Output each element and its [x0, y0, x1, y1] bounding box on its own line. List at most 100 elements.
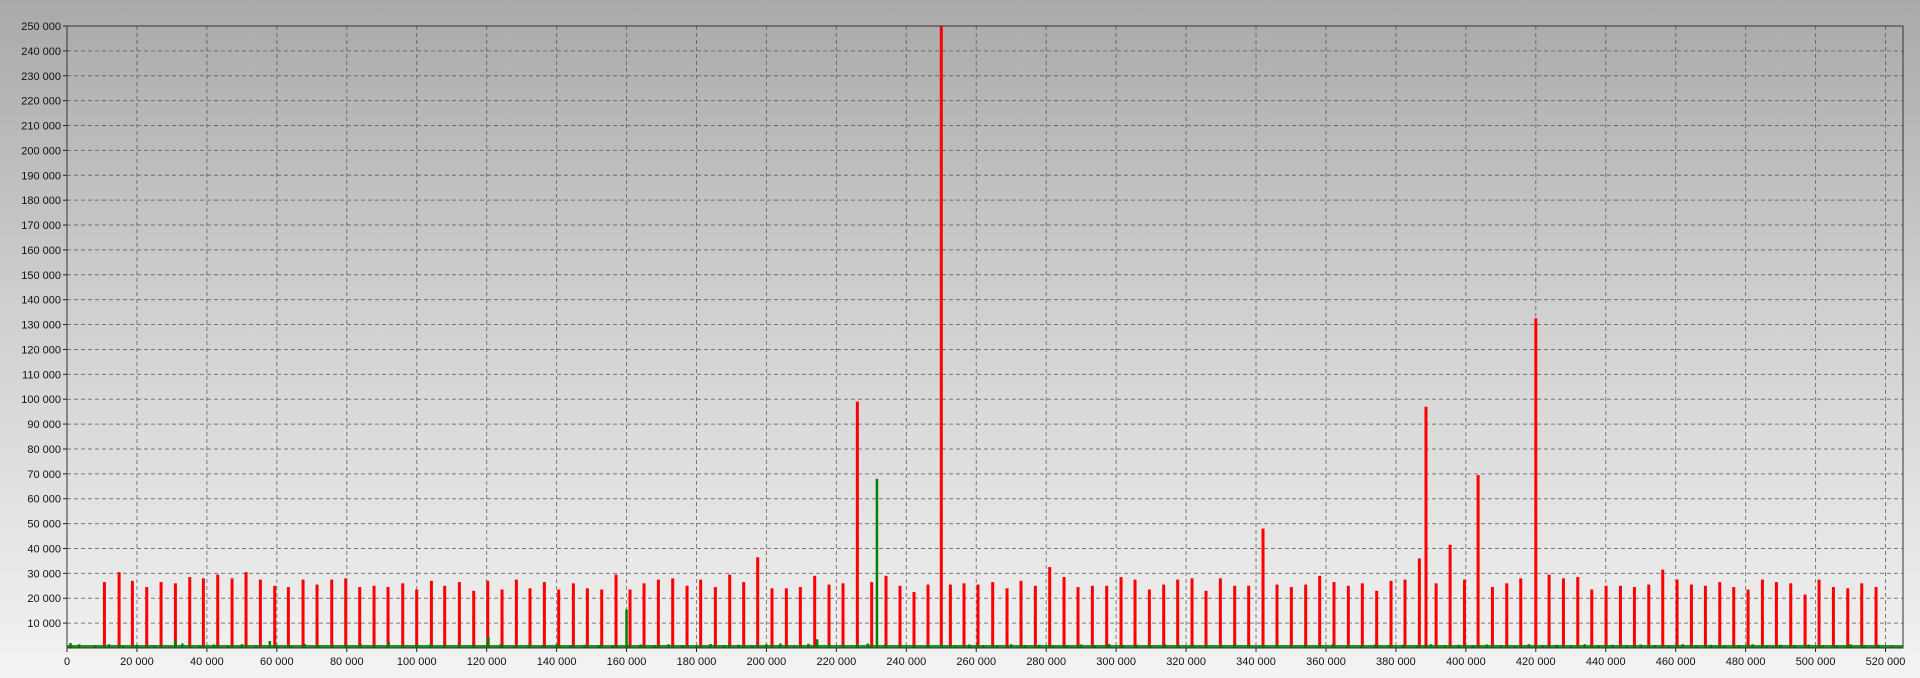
x-tick-label: 60 000 [260, 656, 294, 668]
bar [926, 584, 930, 648]
y-tick-label: 20 000 [27, 593, 61, 605]
bar [656, 579, 660, 648]
x-tick-label: 340 000 [1236, 656, 1276, 668]
x-tick-label: 160 000 [607, 656, 647, 668]
bar [798, 587, 802, 648]
x-tick-label: 500 000 [1796, 656, 1836, 668]
bar [500, 589, 504, 648]
bar [1789, 583, 1793, 648]
bar [1048, 567, 1052, 648]
bar [487, 636, 490, 648]
bar [884, 575, 888, 648]
x-tick-label: 260 000 [956, 656, 996, 668]
y-tick-label: 120 000 [21, 344, 61, 356]
series-1 [102, 26, 1878, 648]
x-tick-label: 240 000 [886, 656, 926, 668]
bar [1689, 584, 1693, 648]
bar [841, 583, 845, 648]
y-tick-label: 150 000 [21, 270, 61, 282]
bar [1434, 583, 1438, 648]
bar [1176, 579, 1180, 648]
y-tick-label: 130 000 [21, 320, 61, 332]
bar [130, 580, 134, 648]
bar [216, 574, 220, 648]
bar [330, 579, 334, 648]
bar [585, 588, 589, 648]
bar [1332, 582, 1336, 648]
y-tick-label: 180 000 [21, 195, 61, 207]
bar [1576, 577, 1580, 648]
bar [1718, 582, 1722, 648]
bar [1105, 585, 1109, 648]
bar [1360, 583, 1364, 648]
bar [1318, 575, 1322, 648]
y-axis-ticks: 10 000 20 000 30 000 40 000 50 000 60 000 70 0… [21, 21, 61, 630]
bar [1375, 590, 1379, 648]
y-tick-label: 40 000 [27, 543, 61, 555]
x-tick-label: 400 000 [1446, 656, 1486, 668]
bar [1417, 558, 1421, 648]
x-tick-label: 460 000 [1656, 656, 1696, 668]
series-layer [67, 26, 1903, 648]
bar [372, 585, 376, 648]
bar [174, 640, 177, 648]
bar [102, 582, 106, 648]
bar [815, 639, 819, 648]
bar [671, 578, 675, 648]
bar [1632, 587, 1636, 648]
x-tick-label: 300 000 [1096, 656, 1136, 668]
bar [1547, 574, 1551, 648]
bar [1732, 587, 1736, 648]
bar [1005, 588, 1009, 648]
x-tick-label: 40 000 [190, 656, 224, 668]
bar [1448, 544, 1452, 648]
bar [976, 584, 980, 648]
x-tick-label: 280 000 [1026, 656, 1066, 668]
bar [117, 572, 121, 648]
bar [1846, 588, 1850, 648]
bar [1647, 584, 1651, 648]
bar [628, 589, 632, 648]
bar [1490, 587, 1494, 648]
x-tick-label: 320 000 [1166, 656, 1206, 668]
x-tick-label: 20 000 [120, 656, 154, 668]
bar [1147, 589, 1151, 648]
y-tick-label: 200 000 [21, 145, 61, 157]
bar [273, 585, 277, 648]
bar [1505, 583, 1509, 648]
bar [728, 574, 732, 648]
bar [1076, 587, 1080, 648]
y-tick-label: 10 000 [27, 618, 61, 630]
bar [742, 582, 746, 648]
bar [1275, 584, 1279, 648]
y-tick-label: 160 000 [21, 245, 61, 257]
bar [201, 578, 205, 648]
bar [855, 401, 859, 648]
bar [1346, 585, 1350, 648]
bar [1424, 406, 1428, 648]
x-tick-label: 120 000 [467, 656, 507, 668]
bar [1817, 579, 1821, 648]
x-tick-label: 380 000 [1376, 656, 1416, 668]
y-tick-label: 230 000 [21, 71, 61, 83]
bar [1261, 528, 1265, 648]
bar [625, 609, 628, 648]
bar [991, 582, 995, 648]
bar [962, 583, 966, 648]
x-tick-label: 80 000 [330, 656, 364, 668]
axes [63, 25, 1904, 652]
y-tick-label: 100 000 [21, 394, 61, 406]
bar [1304, 584, 1308, 648]
bar [1874, 587, 1878, 648]
bar [1476, 475, 1480, 648]
bar [1133, 579, 1137, 648]
bar [1389, 580, 1393, 648]
x-tick-label: 140 000 [537, 656, 577, 668]
bar [1462, 579, 1466, 648]
bar [1247, 585, 1251, 648]
x-tick-label: 520 000 [1866, 656, 1906, 668]
bar [1090, 585, 1094, 648]
bar [1519, 578, 1523, 648]
bar [948, 584, 952, 648]
bar [1774, 582, 1778, 648]
